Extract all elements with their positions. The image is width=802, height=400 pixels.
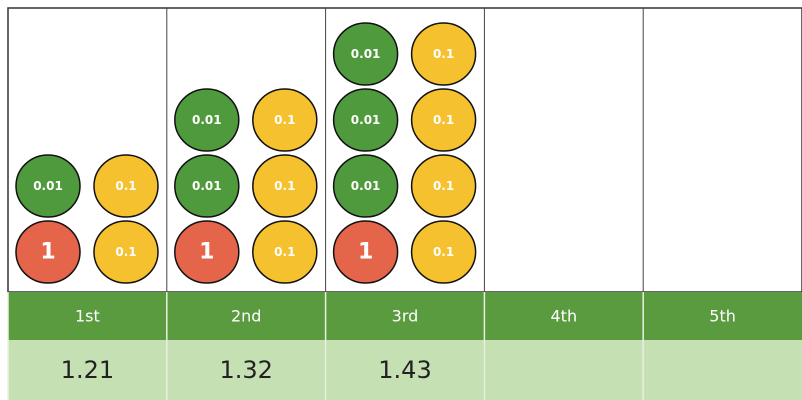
counter — [332, 22, 399, 86]
counter-label: 0.1 — [274, 113, 295, 127]
counter-label: 0.01 — [192, 179, 222, 193]
counter-label: 0.01 — [192, 113, 222, 127]
counter — [410, 154, 477, 218]
column-label: 1st — [75, 307, 100, 326]
counter-label: 0.1 — [115, 179, 136, 193]
counter — [410, 220, 477, 284]
counter — [332, 88, 399, 152]
counter-label: 0.1 — [433, 179, 454, 193]
counter-label: 0.1 — [274, 245, 295, 259]
column-value: 1.32 — [219, 356, 272, 384]
column-label: 5th — [709, 307, 736, 326]
counter — [332, 220, 399, 284]
counter — [252, 88, 318, 152]
counter-label: 0.01 — [351, 179, 381, 193]
counter-label: 0.1 — [433, 47, 454, 61]
counter — [332, 154, 399, 218]
counter-label: 0.01 — [351, 113, 381, 127]
column-label: 4th — [551, 307, 578, 326]
counter — [252, 220, 318, 284]
counter — [15, 220, 81, 284]
counter — [93, 220, 159, 284]
counter-label: 0.01 — [351, 47, 381, 61]
counter-label: 0.01 — [33, 179, 63, 193]
column-label: 3rd — [392, 307, 419, 326]
counter-label: 1 — [358, 240, 373, 265]
value-row — [8, 340, 802, 400]
counter — [174, 154, 240, 218]
counter — [174, 220, 240, 284]
column-value: 1.21 — [61, 356, 114, 384]
counter — [93, 154, 159, 218]
counter — [410, 88, 477, 152]
counter — [15, 154, 81, 218]
header-row — [8, 292, 802, 340]
counter-label: 1 — [199, 240, 214, 265]
counter-label: 0.1 — [433, 113, 454, 127]
counter — [174, 88, 240, 152]
counter-label: 0.1 — [274, 179, 295, 193]
counter — [410, 22, 477, 86]
counter-label: 0.1 — [115, 245, 136, 259]
column-label: 2nd — [231, 307, 261, 326]
column-value: 1.43 — [378, 356, 431, 384]
counter-label: 1 — [40, 240, 55, 265]
counter-label: 0.1 — [433, 245, 454, 259]
counter — [252, 154, 318, 218]
